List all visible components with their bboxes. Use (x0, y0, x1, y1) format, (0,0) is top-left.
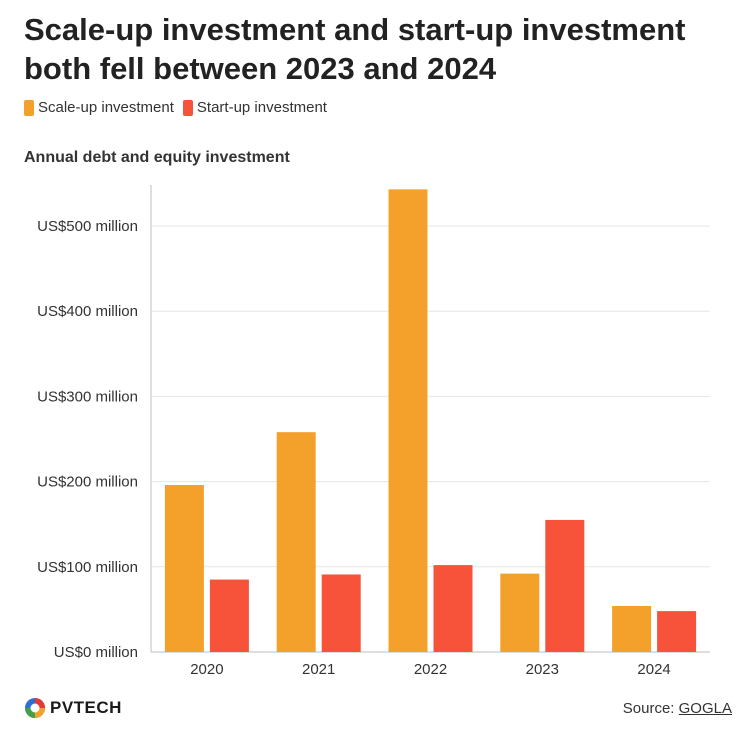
x-tick-label: 2023 (526, 661, 559, 678)
bar-chart: US$0 million US$100 million US$200 million… (37, 185, 710, 678)
legend-label-scaleup: Scale-up investment (38, 99, 174, 116)
legend-item-startup[interactable]: Start-up investment (182, 99, 327, 116)
bar-scaleup[interactable] (612, 605, 652, 652)
logo-text: PVTECH (50, 698, 122, 717)
x-tick-label: 2024 (637, 661, 670, 678)
source-label: Source: (622, 700, 675, 717)
bar-startup[interactable] (657, 611, 697, 652)
bar-scaleup[interactable] (388, 189, 428, 652)
y-tick-label: US$200 million (37, 474, 138, 491)
source-note: Source: GOGLA (623, 700, 732, 717)
legend: Scale-up investment Start-up investment (24, 99, 336, 116)
source-link[interactable]: GOGLA (678, 700, 732, 717)
bar-scaleup[interactable] (276, 432, 316, 652)
bar-scaleup[interactable] (500, 573, 540, 652)
pvtech-logo-icon (25, 698, 45, 718)
x-tick-label: 2022 (414, 661, 447, 678)
chart-subtitle: Annual debt and equity investment (24, 149, 290, 166)
y-tick-label: US$500 million (37, 218, 138, 235)
legend-swatch-startup (182, 99, 193, 116)
x-tick-label: 2021 (302, 661, 335, 678)
bar-startup[interactable] (545, 519, 585, 652)
y-tick-label: US$400 million (37, 303, 138, 320)
y-tick-label: US$0 million (54, 644, 138, 661)
y-tick-label: US$300 million (37, 388, 138, 405)
y-tick-label: US$100 million (37, 559, 138, 576)
bar-startup[interactable] (321, 574, 361, 652)
bar-scaleup[interactable] (164, 485, 204, 652)
pvtech-logo: PVTECH (24, 697, 122, 719)
bar-startup[interactable] (209, 579, 249, 652)
legend-swatch-scaleup (24, 99, 34, 116)
legend-label-startup: Start-up investment (196, 99, 327, 116)
chart-title: Scale-up investment and start-up investm… (24, 12, 686, 86)
x-tick-label: 2020 (190, 661, 223, 678)
legend-item-scaleup[interactable]: Scale-up investment (24, 99, 174, 116)
bar-startup[interactable] (433, 565, 473, 652)
